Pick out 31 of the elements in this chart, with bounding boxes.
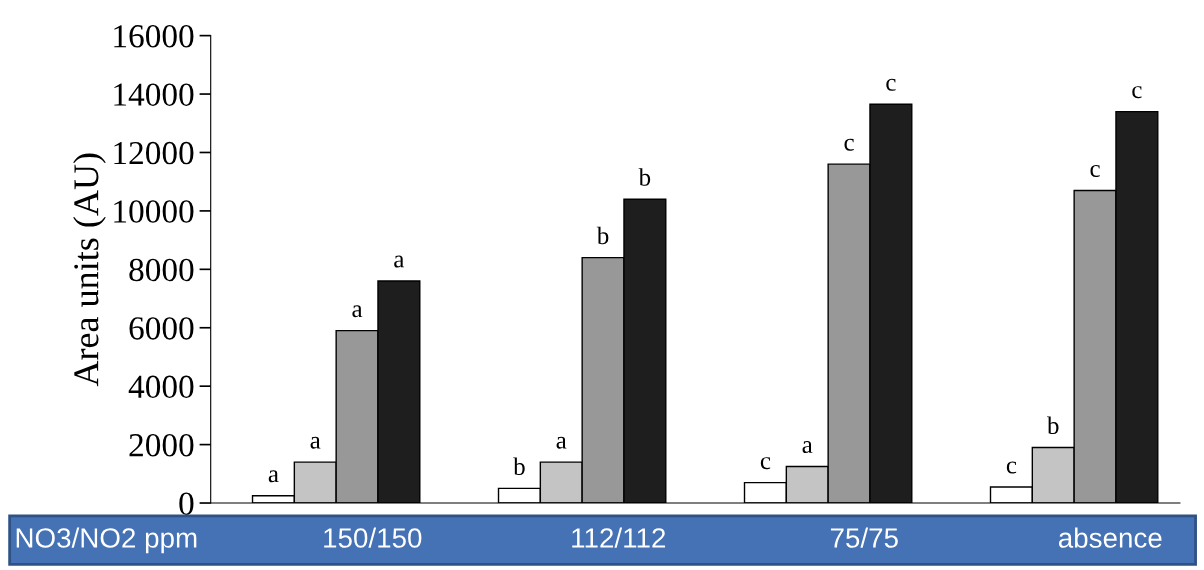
x-tick-label: 150/150 (324, 527, 422, 548)
data-label: a (802, 441, 813, 454)
y-tick-label: 2000 (129, 434, 194, 457)
data-label: a (268, 470, 279, 483)
y-axis-title: Area units (AU) (73, 153, 106, 387)
x-tick-label: 112/112 (572, 527, 666, 548)
y-tick-label: 16000 (114, 25, 194, 48)
y-tick-label: 4000 (128, 375, 194, 399)
data-label: c (1090, 165, 1100, 178)
data-label: c (760, 457, 771, 470)
data-label: c (886, 78, 896, 91)
x-axis-title: NO3/NO2 ppm (16, 527, 197, 554)
data-label: a (556, 436, 567, 449)
x-tick-label: absence (1058, 527, 1162, 548)
data-label: b (513, 457, 525, 476)
y-tick-label: 12000 (114, 141, 194, 165)
y-tick-label: 6000 (129, 317, 194, 340)
y-tick-label: 14000 (114, 83, 194, 106)
x-tick-label: 75/75 (830, 527, 898, 548)
y-tick-label: 10000 (114, 200, 194, 223)
data-label: a (310, 436, 321, 449)
y-tick-label: 8000 (129, 258, 194, 282)
data-label: a (352, 305, 363, 318)
data-label: a (394, 255, 405, 268)
y-tick-label: 0 (179, 492, 194, 515)
data-label: c (1006, 461, 1017, 474)
data-label: c (844, 138, 854, 151)
data-label: b (638, 168, 651, 186)
data-label: b (596, 226, 609, 245)
data-label: c (1132, 86, 1142, 99)
data-label: b (1046, 416, 1059, 435)
